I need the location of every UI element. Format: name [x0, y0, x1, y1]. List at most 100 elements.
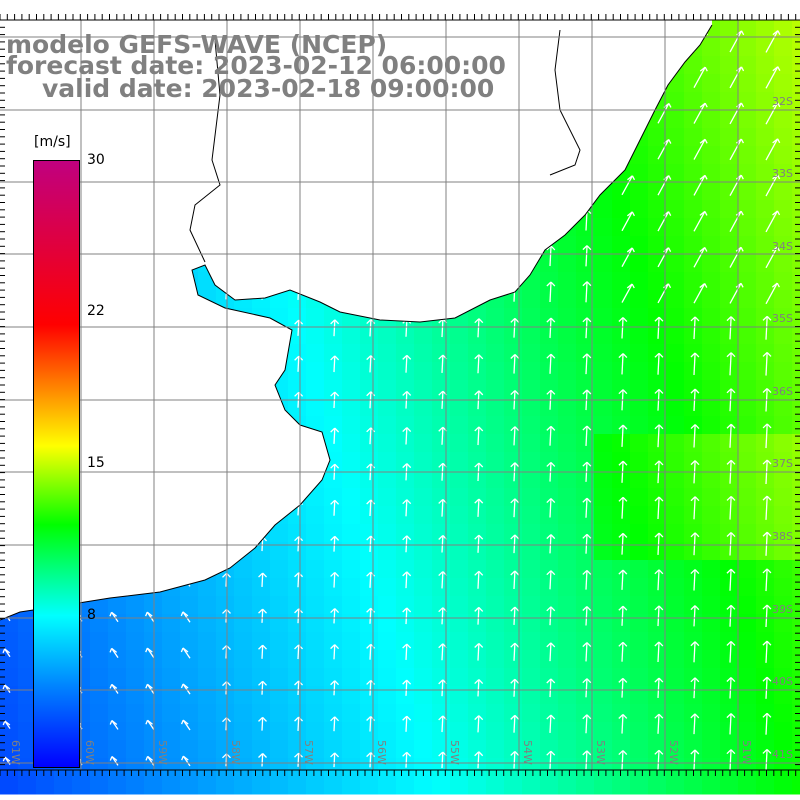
- field-cell: [594, 470, 613, 489]
- field-cell: [702, 164, 721, 183]
- field-cell: [342, 524, 361, 543]
- field-cell: [630, 668, 649, 687]
- field-cell: [270, 758, 289, 777]
- field-cell: [378, 614, 397, 633]
- wind-arrow: [330, 535, 340, 552]
- wind-arrow: [145, 719, 155, 731]
- field-cell: [558, 524, 577, 543]
- field-cell: [126, 704, 145, 723]
- field-cell: [558, 434, 577, 453]
- field-cell: [594, 290, 613, 309]
- wind-arrow: [546, 498, 556, 518]
- field-cell: [666, 92, 685, 111]
- field-cell: [648, 398, 667, 417]
- field-cell: [180, 650, 199, 669]
- wind-arrow: [654, 641, 664, 663]
- field-cell: [540, 344, 559, 363]
- wind-arrow: [654, 496, 664, 520]
- wind-arrow: [618, 424, 628, 447]
- field-cell: [414, 362, 433, 381]
- field-cell: [738, 668, 757, 687]
- field-cell: [396, 758, 415, 777]
- field-cell: [234, 578, 253, 597]
- wind-arrow: [546, 714, 556, 733]
- field-cell: [198, 650, 217, 669]
- wind-arrow: [618, 569, 628, 590]
- colorbar-label-15: 15: [87, 455, 105, 471]
- field-cell: [720, 308, 739, 327]
- field-cell: [360, 488, 379, 507]
- field-cell: [576, 290, 595, 309]
- field-cell: [702, 236, 721, 255]
- field-cell: [684, 722, 703, 741]
- field-cell: [594, 776, 613, 795]
- field-cell: [792, 470, 800, 489]
- field-cell: [666, 668, 685, 687]
- lat-label: 39S: [772, 603, 793, 616]
- field-cell: [666, 290, 685, 309]
- field-cell: [648, 650, 667, 669]
- field-cell: [108, 668, 127, 687]
- field-cell: [738, 200, 757, 219]
- field-cell: [108, 650, 127, 669]
- field-cell: [702, 542, 721, 561]
- field-cell: [432, 452, 451, 471]
- wind-arrow: [729, 210, 744, 232]
- field-cell: [612, 434, 631, 453]
- field-cell: [504, 704, 523, 723]
- field-cell: [558, 470, 577, 489]
- field-cell: [720, 488, 739, 507]
- wind-arrow: [582, 425, 592, 446]
- field-cell: [666, 416, 685, 435]
- field-cell: [558, 416, 577, 435]
- field-cell: [756, 164, 775, 183]
- field-cell: [540, 398, 559, 417]
- field-cell: [630, 704, 649, 723]
- field-cell: [360, 668, 379, 687]
- field-cell: [324, 344, 343, 363]
- field-cell: [666, 146, 685, 165]
- field-cell: [630, 758, 649, 777]
- wind-arrow: [693, 138, 708, 160]
- field-cell: [468, 686, 487, 705]
- field-cell: [18, 722, 37, 741]
- wind-arrow: [618, 714, 628, 734]
- field-cell: [648, 542, 667, 561]
- field-cell: [558, 722, 577, 741]
- field-cell: [504, 416, 523, 435]
- field-cell: [612, 200, 631, 219]
- field-cell: [36, 776, 55, 795]
- field-cell: [558, 686, 577, 705]
- field-cell: [792, 758, 800, 777]
- field-cell: [702, 560, 721, 579]
- field-cell: [522, 776, 541, 795]
- field-cell: [486, 470, 505, 489]
- field-cell: [594, 560, 613, 579]
- field-cell: [414, 776, 433, 795]
- wind-arrow: [582, 750, 592, 770]
- field-cell: [288, 380, 307, 399]
- field-cell: [648, 272, 667, 291]
- wind-arrow: [546, 570, 556, 590]
- field-cell: [702, 272, 721, 291]
- wind-arrow: [654, 352, 664, 375]
- field-cell: [630, 488, 649, 507]
- field-cell: [432, 776, 451, 795]
- field-cell: [666, 362, 685, 381]
- field-cell: [576, 344, 595, 363]
- field-cell: [774, 776, 793, 795]
- field-cell: [486, 668, 505, 687]
- field-cell: [324, 362, 343, 381]
- wind-arrow: [693, 246, 708, 268]
- field-cell: [522, 542, 541, 561]
- wind-arrow: [582, 317, 592, 339]
- field-cell: [792, 686, 800, 705]
- lon-label: 59W: [156, 740, 169, 765]
- field-cell: [792, 56, 800, 75]
- field-cell: [234, 686, 253, 705]
- wind-arrow: [258, 680, 267, 695]
- field-cell: [396, 542, 415, 561]
- field-cell: [774, 308, 793, 327]
- field-cell: [756, 254, 775, 273]
- field-cell: [774, 362, 793, 381]
